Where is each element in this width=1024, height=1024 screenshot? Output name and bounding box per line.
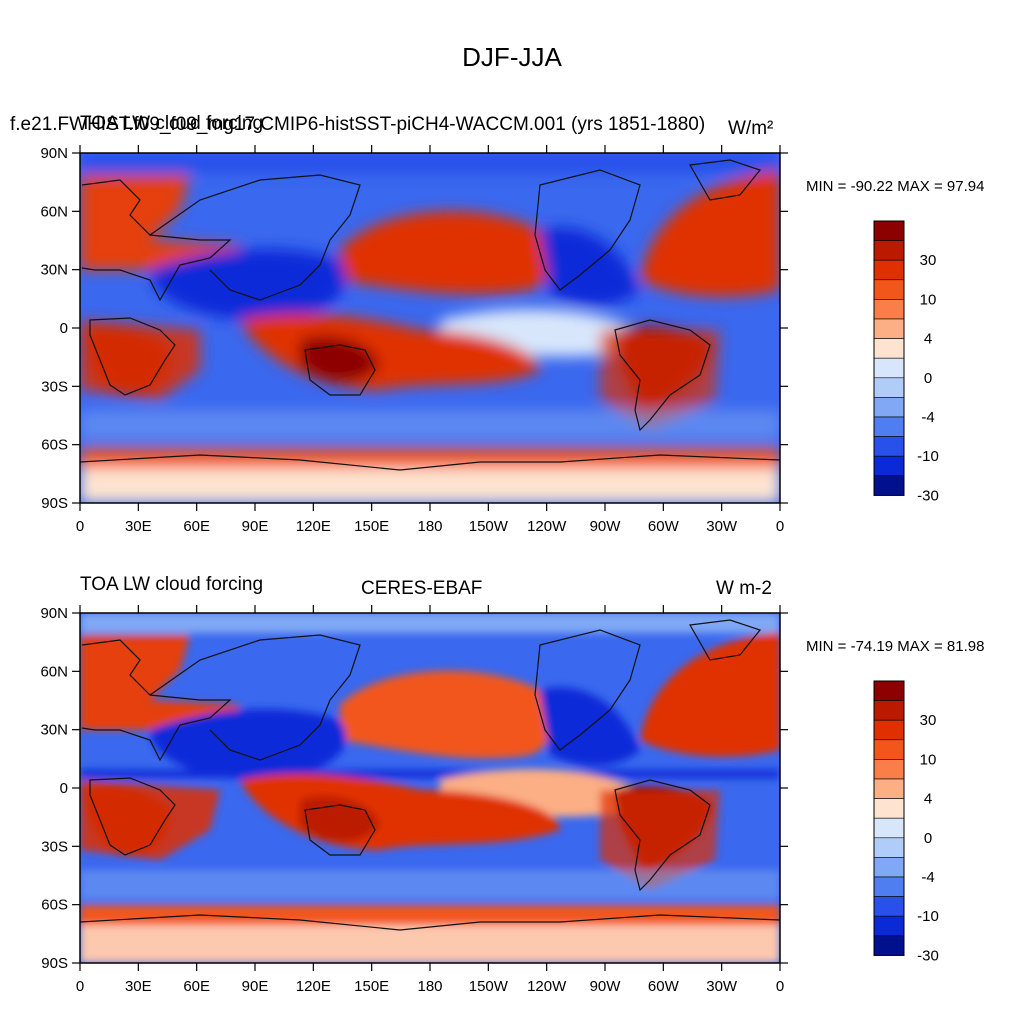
lat-tick-label: 90N [40,605,68,622]
lon-tick-label: 90W [590,978,622,995]
panel1-axes: 90N 60N 30N 0 30S 60S 90S 0 30E 60E 90E 120E 150E 180… [40,145,788,535]
lat-tick-label: 0 [60,780,68,797]
colorbar-swatch [873,837,905,858]
lat-tick-label: 60S [41,437,68,454]
panel2-center-title: CERES-EBAF [361,578,483,599]
colorbar-swatch [873,778,905,799]
colorbar-swatch [873,817,905,839]
lon-tick-label: 60W [648,518,680,535]
colorbar-swatch [873,397,905,418]
colorbar-swatch [873,455,905,477]
lon-tick-label: 150E [354,518,389,535]
panel1-center-title: f.e21.FWHIST.f09_f09_mg17.CMIP6-histSST-… [10,114,706,135]
panel1-map: 90N 60N 30N 0 30S 60S 90S 0 30E 60E 90E 120E 150E 180… [40,145,788,535]
panel2-colorbar: 30 10 4 0 -4 -10 -30 [873,680,939,964]
panel2-left-title: TOA LW cloud forcing [80,574,264,595]
lon-tick-label: 180 [417,518,442,535]
colorbar-label: -4 [921,869,934,886]
colorbar-swatch [873,240,905,261]
colorbar-swatch [873,915,905,937]
lon-tick-label: 0 [76,978,84,995]
colorbar-swatch [873,896,905,917]
colorbar-swatch [873,318,905,339]
colorbar-swatch [873,739,905,760]
panel2-min-max: MIN = -74.19 MAX = 81.98 [806,638,985,655]
colorbar-swatch [873,935,905,956]
lon-tick-label: 30E [125,978,152,995]
colorbar-swatch [873,719,905,741]
colorbar-label: 30 [920,712,937,729]
lat-tick-label: 30S [41,838,68,855]
lon-tick-label: 120E [296,978,331,995]
colorbar-label: -30 [917,947,939,964]
lon-tick-label: 150W [469,518,509,535]
lon-tick-label: 60W [648,978,680,995]
colorbar-swatch [873,220,905,241]
lon-tick-label: 60E [183,518,210,535]
lon-tick-label: 0 [776,518,784,535]
lon-tick-label: 30W [706,518,738,535]
colorbar-swatch [873,299,905,320]
lon-tick-label: 60E [183,978,210,995]
colorbar-swatch [873,357,905,379]
colorbar-label: -10 [917,908,939,925]
lat-tick-label: 60S [41,897,68,914]
lat-tick-label: 30N [40,262,68,279]
colorbar-swatch [873,876,905,897]
lon-tick-label: 180 [417,978,442,995]
colorbar-swatch [873,475,905,496]
lon-tick-label: 150W [469,978,509,995]
lon-tick-label: 90E [242,978,269,995]
lon-tick-label: 90E [242,518,269,535]
lon-tick-label: 30W [706,978,738,995]
colorbar-swatch [873,798,905,819]
lat-tick-label: 30S [41,378,68,395]
colorbar-swatch [873,436,905,457]
colorbar-label: 4 [924,331,932,348]
colorbar-label: 10 [920,751,937,768]
panel1-left-title: TOA LW cloud forcing [80,113,264,134]
colorbar-label: 10 [920,291,937,308]
lon-tick-label: 30E [125,518,152,535]
lat-tick-label: 30N [40,722,68,739]
panel1-units: W/m² [728,118,774,139]
lat-tick-label: 0 [60,320,68,337]
colorbar-swatch [873,279,905,300]
lat-tick-label: 90S [41,495,68,512]
lat-tick-label: 60N [40,203,68,220]
panel1-colorbar: 30 10 4 0 -4 -10 -30 [873,220,939,504]
lon-tick-label: 120E [296,518,331,535]
colorbar-label: -10 [917,448,939,465]
colorbar-label: 0 [924,830,932,847]
panel2-map: 90N 60N 30N 0 30S 60S 90S 0 30E 60E 90E 120E 150E 180… [40,605,788,995]
colorbar-label: 0 [924,370,932,387]
lon-tick-label: 120W [527,978,567,995]
lon-tick-label: 90W [590,518,622,535]
colorbar-label: -4 [921,409,934,426]
lat-tick-label: 90N [40,145,68,162]
lat-tick-label: 60N [40,663,68,680]
colorbar-swatch [873,416,905,437]
lat-tick-label: 90S [41,955,68,972]
panel2-units: W m-2 [716,578,772,599]
colorbar-label: -30 [917,487,939,504]
lon-tick-label: 120W [527,518,567,535]
colorbar-swatch [873,377,905,398]
panel2-axes: 90N 60N 30N 0 30S 60S 90S 0 30E 60E 90E 120E 150E 180… [40,605,788,995]
colorbar-label: 4 [924,791,932,808]
lon-tick-label: 0 [76,518,84,535]
colorbar-label: 30 [920,252,937,269]
colorbar-swatch [873,338,905,359]
colorbar-swatch [873,259,905,281]
colorbar-swatch [873,857,905,878]
figure-title: DJF-JJA [462,42,562,72]
colorbar-swatch [873,680,905,701]
colorbar-swatch [873,700,905,721]
colorbar-swatch [873,759,905,780]
panel1-min-max: MIN = -90.22 MAX = 97.94 [806,178,985,195]
lon-tick-label: 0 [776,978,784,995]
lon-tick-label: 150E [354,978,389,995]
